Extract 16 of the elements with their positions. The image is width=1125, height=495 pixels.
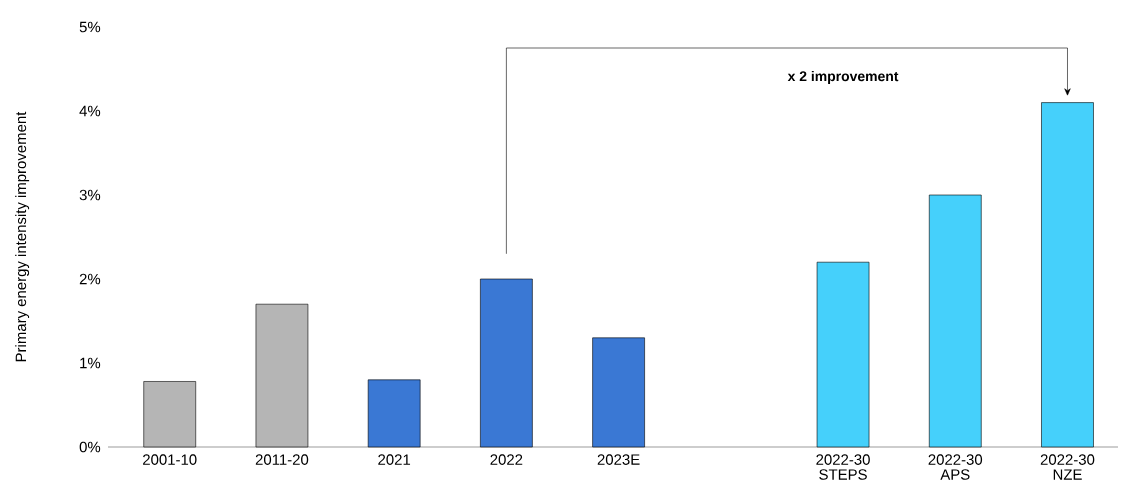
x-tick-label: 2001-10	[143, 454, 197, 465]
x-tick-label: 2021	[378, 454, 411, 465]
y-tick-label: 3%	[79, 189, 101, 201]
y-axis-title: Primary energy intensity improvement	[15, 111, 30, 362]
y-tick-label: 0%	[79, 441, 101, 453]
y-tick-label: 2%	[79, 273, 101, 285]
annotation: x 2 improvement	[787, 70, 899, 84]
x-tick-label: 2023E	[597, 454, 640, 465]
y-tick-label: 4%	[79, 105, 101, 117]
x-tick-label: 2011-20	[255, 454, 309, 465]
x-tick-label: 2022-30 STEPS	[816, 454, 870, 480]
x-tick-label: 2022-30 APS	[928, 454, 983, 480]
x-tick-label: 2022	[490, 454, 523, 465]
y-tick-label: 1%	[80, 357, 101, 369]
x-tick-label: 2022-30 NZE	[1040, 454, 1095, 480]
y-tick-label: 5%	[79, 21, 101, 33]
